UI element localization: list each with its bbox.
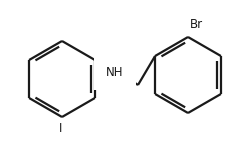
Text: I: I [59, 122, 63, 135]
Text: Br: Br [190, 18, 203, 31]
Text: NH: NH [106, 66, 124, 78]
